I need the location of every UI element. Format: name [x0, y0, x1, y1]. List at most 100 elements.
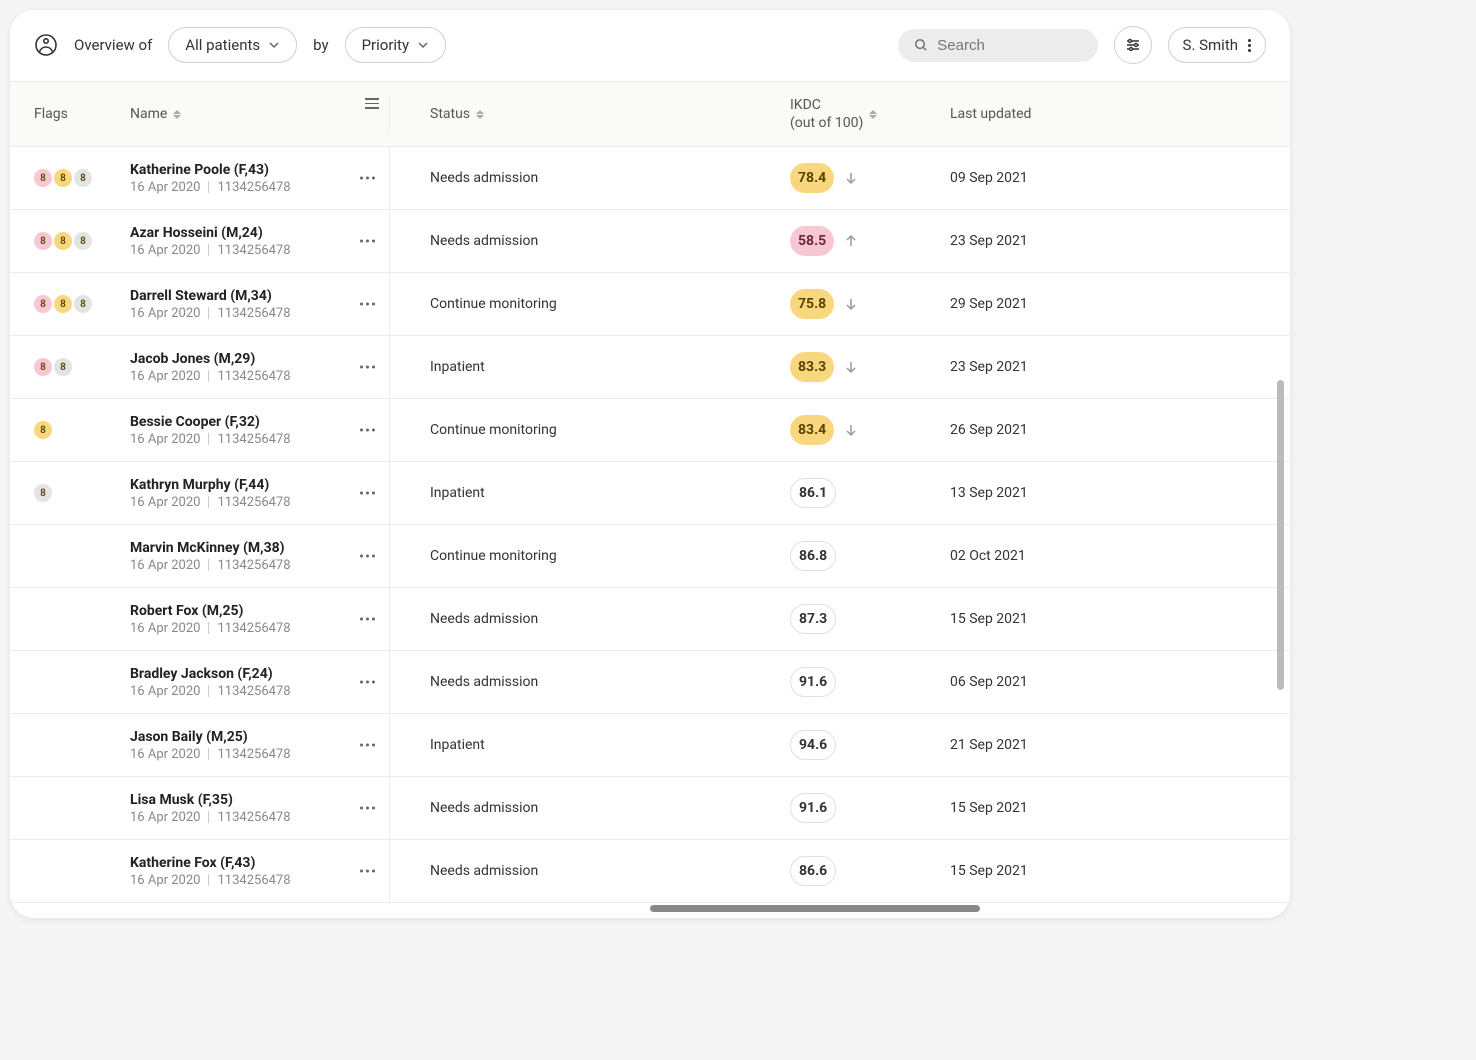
sort-filter-dropdown[interactable]: Priority [345, 27, 446, 63]
row-more-button[interactable] [360, 555, 375, 558]
vertical-scrollbar[interactable] [1277, 380, 1284, 690]
ikdc-badge: 86.1 [790, 478, 836, 508]
patients-filter-label: All patients [185, 36, 260, 54]
row-more-button[interactable] [360, 744, 375, 747]
table-row[interactable]: Robert Fox (M,25) 16 Apr 20201134256478 Ne… [10, 588, 1290, 651]
patient-meta: 16 Apr 20201134256478 [130, 810, 349, 825]
cell-name: Katherine Poole (F,43)16 Apr 20201134256… [130, 147, 390, 209]
patient-meta: 16 Apr 20201134256478 [130, 306, 349, 321]
table-row[interactable]: Katherine Fox (F,43) 16 Apr 2020113425647… [10, 840, 1290, 903]
cell-updated: 15 Sep 2021 [940, 790, 1290, 826]
ikdc-badge: 86.8 [790, 541, 836, 571]
table-row[interactable]: 88Jacob Jones (M,29)16 Apr 2020113425647… [10, 336, 1290, 399]
column-header-updated[interactable]: Last updated [940, 96, 1290, 132]
flag-badge: 8 [74, 169, 92, 187]
column-header-name[interactable]: Name [130, 96, 390, 132]
cell-status: Continue monitoring [390, 412, 790, 448]
sliders-icon [1125, 37, 1141, 53]
sort-icon [476, 110, 484, 119]
cell-flags [10, 609, 130, 629]
cell-ikdc: 83.4 [790, 405, 940, 455]
column-header-ikdc[interactable]: IKDC (out of 100) [790, 96, 940, 132]
patient-name: Marvin McKinney (M,38) [130, 540, 349, 556]
cell-flags [10, 672, 130, 692]
settings-filter-button[interactable] [1114, 26, 1152, 64]
table-row[interactable]: 888Katherine Poole (F,43)16 Apr 20201134… [10, 147, 1290, 210]
row-more-button[interactable] [360, 681, 375, 684]
by-label: by [313, 36, 328, 54]
table-row[interactable]: 8 Kathryn Murphy (F,44) 16 Apr 20201134256… [10, 462, 1290, 525]
cell-flags: 888 [10, 285, 130, 323]
cell-ikdc: 58.5 [790, 216, 940, 266]
cell-ikdc: 91.6 [790, 657, 940, 707]
horizontal-scrollbar[interactable] [650, 905, 980, 912]
arrow-up-icon [844, 234, 858, 248]
cell-status: Needs admission [390, 601, 790, 637]
table-row[interactable]: 888Azar Hosseini (M,24) 16 Apr 2020113425… [10, 210, 1290, 273]
cell-flags [10, 798, 130, 818]
cell-updated: 15 Sep 2021 [940, 601, 1290, 637]
ikdc-badge: 83.4 [790, 415, 834, 445]
app-window: Overview of All patients by Priority S. … [10, 10, 1290, 918]
patient-name: Bradley Jackson (F,24) [130, 666, 349, 682]
cell-flags: 8 [10, 411, 130, 449]
cell-ikdc: 75.8 [790, 279, 940, 329]
row-more-button[interactable] [360, 429, 375, 432]
patient-meta: 16 Apr 20201134256478 [130, 873, 349, 888]
flag-badge: 8 [54, 358, 72, 376]
flag-badge: 8 [34, 484, 52, 502]
table-row[interactable]: Jason Baily (M,25)16 Apr 20201134256478I… [10, 714, 1290, 777]
flag-badge: 8 [34, 295, 52, 313]
table-row[interactable]: Marvin McKinney (M,38)16 Apr 20201134256… [10, 525, 1290, 588]
row-more-button[interactable] [360, 807, 375, 810]
patient-meta: 16 Apr 20201134256478 [130, 369, 349, 384]
cell-ikdc: 94.6 [790, 720, 940, 770]
column-menu-icon[interactable] [365, 98, 379, 109]
patients-filter-dropdown[interactable]: All patients [168, 27, 297, 63]
patient-meta: 16 Apr 20201134256478 [130, 495, 349, 510]
row-more-button[interactable] [360, 303, 375, 306]
column-header-flags[interactable]: Flags [10, 96, 130, 132]
row-more-button[interactable] [360, 618, 375, 621]
row-more-button[interactable] [360, 177, 375, 180]
cell-flags: 888 [10, 222, 130, 260]
flag-badge: 8 [54, 169, 72, 187]
cell-status: Needs admission [390, 160, 790, 196]
sort-filter-label: Priority [362, 36, 409, 54]
cell-name: Jason Baily (M,25)16 Apr 20201134256478 [130, 714, 390, 776]
patient-meta: 16 Apr 20201134256478 [130, 243, 349, 258]
cell-updated: 09 Sep 2021 [940, 160, 1290, 196]
table-row[interactable]: 8Bessie Cooper (F,32) 16 Apr 202011342564… [10, 399, 1290, 462]
row-more-button[interactable] [360, 366, 375, 369]
patient-meta: 16 Apr 20201134256478 [130, 621, 349, 636]
cell-status: Continue monitoring [390, 286, 790, 322]
patient-name: Bessie Cooper (F,32) [130, 414, 349, 430]
cell-updated: 29 Sep 2021 [940, 286, 1290, 322]
logo-icon [34, 33, 58, 57]
patient-name: Kathryn Murphy (F,44) [130, 477, 349, 493]
ikdc-badge: 83.3 [790, 352, 834, 382]
user-menu[interactable]: S. Smith [1168, 27, 1266, 63]
overview-label: Overview of [74, 36, 152, 54]
patient-name: Robert Fox (M,25) [130, 603, 349, 619]
more-vertical-icon [1248, 39, 1251, 52]
search-box[interactable] [898, 29, 1098, 62]
column-header-status[interactable]: Status [390, 96, 790, 132]
table-row[interactable]: 888Darrell Steward (M,34)16 Apr 20201134… [10, 273, 1290, 336]
patient-name: Azar Hosseini (M,24) [130, 225, 349, 241]
row-more-button[interactable] [360, 240, 375, 243]
patient-name: Jacob Jones (M,29) [130, 351, 349, 367]
patient-meta: 16 Apr 20201134256478 [130, 432, 349, 447]
cell-updated: 23 Sep 2021 [940, 349, 1290, 385]
row-more-button[interactable] [360, 870, 375, 873]
search-input[interactable] [937, 37, 1081, 54]
flag-badge: 8 [34, 232, 52, 250]
patient-name: Katherine Fox (F,43) [130, 855, 349, 871]
table-row[interactable]: Lisa Musk (F,35)16 Apr 20201134256478Nee… [10, 777, 1290, 840]
sort-icon [173, 110, 181, 119]
patient-meta: 16 Apr 20201134256478 [130, 747, 349, 762]
cell-name: Jacob Jones (M,29) 16 Apr 20201134256478 [130, 336, 390, 398]
cell-status: Inpatient [390, 349, 790, 385]
table-row[interactable]: Bradley Jackson (F,24)16 Apr 20201134256… [10, 651, 1290, 714]
row-more-button[interactable] [360, 492, 375, 495]
